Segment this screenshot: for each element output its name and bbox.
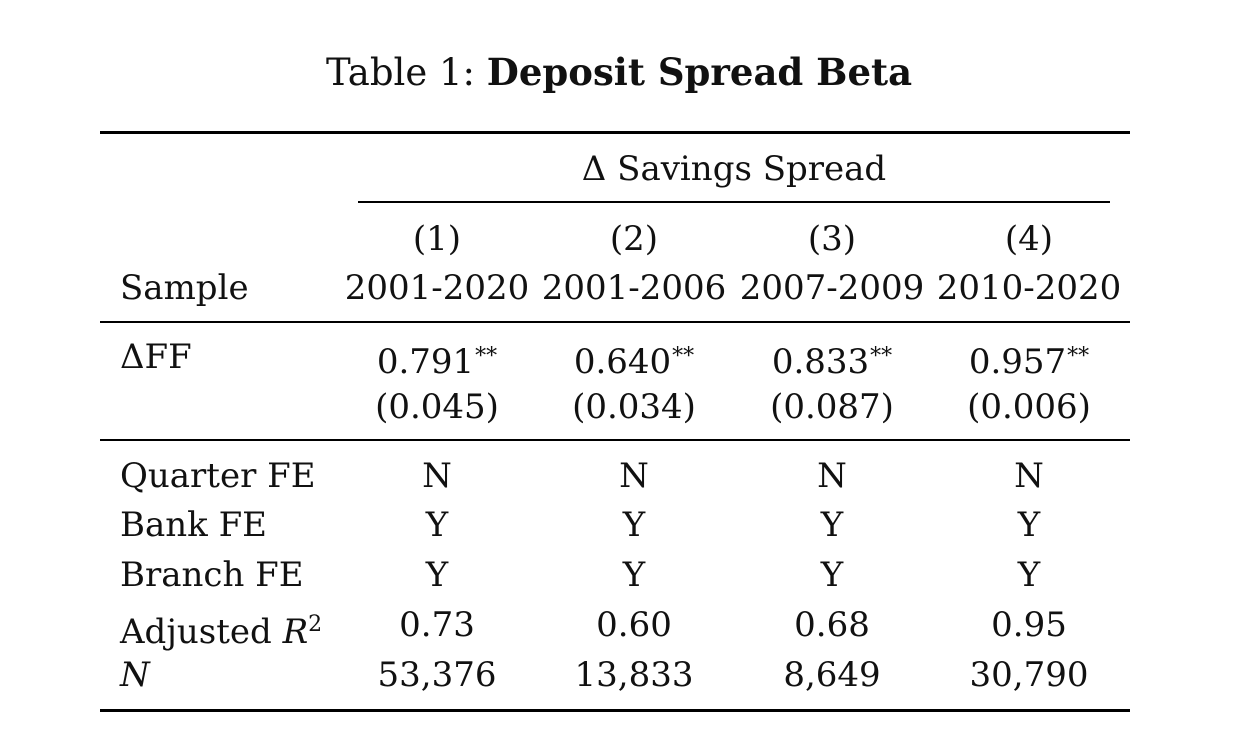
caption-title: Deposit Spread Beta xyxy=(486,50,913,94)
coef-estimate: 0.957** xyxy=(929,337,1129,382)
body-rule xyxy=(100,439,1130,441)
row-label: Branch FE xyxy=(120,555,304,595)
table-cell: N xyxy=(1014,456,1044,496)
estimate-value: 0.833 xyxy=(771,342,870,382)
table-cell: Y xyxy=(425,555,449,595)
column-sample: 2001-2006 xyxy=(541,268,727,308)
std-error: (0.087) xyxy=(770,387,894,427)
coef-label: ΔFF xyxy=(120,337,192,377)
bottom-rule xyxy=(100,709,1130,712)
std-error: (0.034) xyxy=(572,387,696,427)
column-number: (1) xyxy=(412,219,462,259)
column-number: (3) xyxy=(807,219,857,259)
table-cell: N xyxy=(817,456,847,496)
math-symbol: R xyxy=(282,612,309,652)
table-cell: Y xyxy=(622,555,646,595)
row-label-text: Adjusted xyxy=(120,612,283,652)
row-label: Bank FE xyxy=(120,505,267,545)
coef-estimate: 0.833** xyxy=(732,337,932,382)
table-cell: N xyxy=(422,456,452,496)
row-label: N xyxy=(120,655,150,695)
top-rule xyxy=(100,131,1130,134)
table-cell: N xyxy=(619,456,649,496)
coef-estimate: 0.640** xyxy=(534,337,734,382)
table-cell: 0.95 xyxy=(991,605,1067,645)
row-label: Quarter FE xyxy=(120,456,316,496)
column-number: (2) xyxy=(609,219,659,259)
table-cell: Y xyxy=(1017,505,1041,545)
caption-prefix: Table 1: xyxy=(325,51,476,94)
estimate-value: 0.640 xyxy=(573,342,672,382)
table-cell: 0.60 xyxy=(596,605,672,645)
column-number: (4) xyxy=(1004,219,1054,259)
sample-label: Sample xyxy=(120,268,249,308)
group-header: Δ Savings Spread xyxy=(581,149,887,189)
table-cell: 0.68 xyxy=(794,605,870,645)
table-cell: Y xyxy=(425,505,449,545)
header-rule xyxy=(100,321,1130,323)
math-exponent: 2 xyxy=(308,612,323,637)
table-cell: 13,833 xyxy=(574,655,694,695)
std-error: (0.045) xyxy=(375,387,499,427)
estimate-value: 0.791 xyxy=(376,342,475,382)
column-sample: 2010-2020 xyxy=(936,268,1122,308)
table-cell: 30,790 xyxy=(969,655,1089,695)
table-cell: 0.73 xyxy=(399,605,475,645)
table-cell: Y xyxy=(622,505,646,545)
column-sample: 2001-2020 xyxy=(344,268,530,308)
table-caption: Table 1: Deposit Spread Beta xyxy=(0,48,1238,97)
table-cell: 8,649 xyxy=(783,655,881,695)
table-cell: Y xyxy=(820,505,844,545)
significance-stars: ** xyxy=(1067,344,1090,369)
std-error: (0.006) xyxy=(967,387,1091,427)
row-label: Adjusted R2 xyxy=(120,605,322,652)
group-header-rule xyxy=(358,201,1110,203)
significance-stars: ** xyxy=(475,344,498,369)
column-sample: 2007-2009 xyxy=(739,268,925,308)
coef-estimate: 0.791** xyxy=(337,337,537,382)
table-cell: Y xyxy=(820,555,844,595)
significance-stars: ** xyxy=(672,344,695,369)
estimate-value: 0.957 xyxy=(968,342,1067,382)
table-cell: 53,376 xyxy=(377,655,497,695)
significance-stars: ** xyxy=(870,344,893,369)
table-cell: Y xyxy=(1017,555,1041,595)
